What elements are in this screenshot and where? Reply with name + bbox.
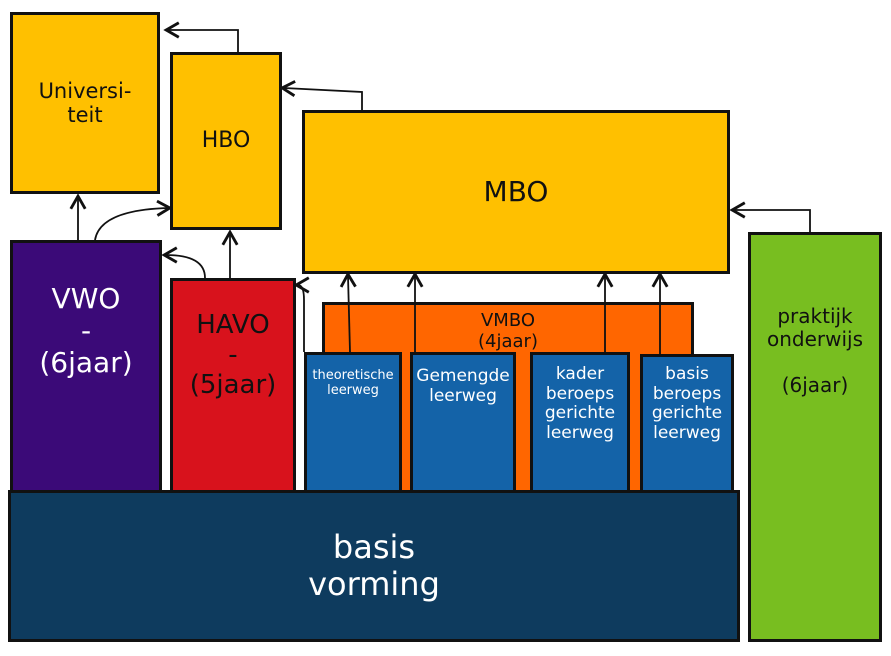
gemengde-leerweg-label: Gemengde leerweg: [416, 366, 510, 406]
gemengde-leerweg-box: Gemengde leerweg: [410, 352, 516, 494]
theoretische-leerweg-label: theoretische leerweg: [312, 368, 394, 398]
mbo-label: MBO: [483, 174, 549, 208]
praktijkonderwijs-label: praktijk onderwijs (6jaar): [766, 304, 864, 397]
havo-label: HAVO - (5jaar): [189, 310, 277, 400]
mbo-box: MBO: [302, 110, 730, 274]
hbo-label: HBO: [201, 128, 251, 154]
arrow-theoretische-to-mbo: [339, 271, 357, 353]
vmbo-label: VMBO (4jaar): [478, 310, 538, 352]
theoretische-leerweg-box: theoretische leerweg: [304, 352, 402, 494]
arrow-praktijk-to-mbo: [729, 201, 811, 232]
universiteit-box: Universi- teit: [10, 12, 160, 194]
vwo-label: VWO - (6jaar): [39, 282, 133, 380]
basis-beroepsgerichte-leerweg-label: basis beroeps gerichte leerweg: [651, 364, 723, 443]
kader-beroepsgerichte-leerweg-box: kader beroeps gerichte leerweg: [530, 352, 630, 494]
arrow-hbo-to-universiteit: [163, 21, 239, 52]
arrow-vmbo-to-havo: [293, 276, 310, 352]
arrow-havo-to-vwo: [161, 246, 206, 279]
hbo-box: HBO: [170, 52, 282, 230]
arrow-vwo-to-hbo: [94, 199, 173, 241]
kader-beroepsgerichte-leerweg-label: kader beroeps gerichte leerweg: [544, 364, 616, 443]
arrow-mbo-to-hbo: [279, 80, 363, 110]
basisvorming-label: basis vorming: [308, 528, 440, 603]
basisvorming-box: basis vorming: [8, 490, 740, 642]
praktijkonderwijs-box: praktijk onderwijs (6jaar): [748, 232, 882, 642]
havo-box: HAVO - (5jaar): [170, 278, 296, 494]
universiteit-label: Universi- teit: [38, 78, 132, 127]
